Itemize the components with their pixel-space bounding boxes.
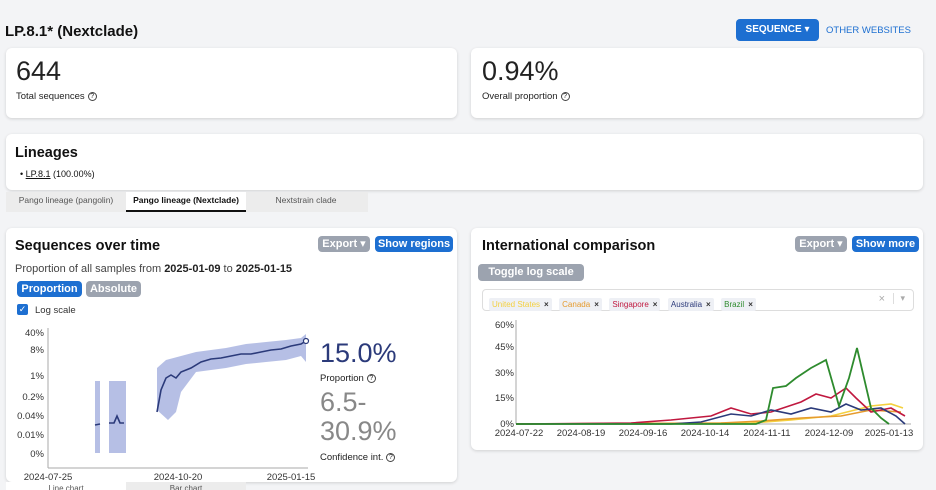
sequences-over-time-title: Sequences over time bbox=[15, 238, 161, 254]
proportion-label: Proportion? bbox=[320, 373, 376, 384]
chart-type-tabs: Line chart Bar chart bbox=[6, 482, 246, 490]
chevron-down-icon: ▾ bbox=[804, 24, 810, 35]
overall-proportion-card: 0.94% Overall proportion? bbox=[471, 48, 923, 118]
latest-point bbox=[302, 337, 310, 345]
series-line-australia bbox=[516, 403, 906, 425]
y-tick-label: 0% bbox=[30, 449, 44, 460]
proportion-line bbox=[94, 340, 307, 426]
log-scale-label: Log scale bbox=[35, 305, 76, 316]
country-chip: Brazil × bbox=[721, 298, 756, 311]
lineage-link[interactable]: LP.8.1 bbox=[25, 169, 51, 179]
x-tick-label: 2024-09-16 bbox=[619, 428, 668, 439]
help-icon[interactable]: ? bbox=[560, 92, 570, 101]
country-chip: United States × bbox=[489, 298, 552, 311]
proportion-value: 15.0% bbox=[320, 338, 397, 368]
lineages-card: Lineages • LP.8.1 (100.00%) bbox=[6, 134, 923, 190]
country-chip: Singapore × bbox=[609, 298, 661, 311]
lineage-list-item: • LP.8.1 (100.00%) bbox=[20, 169, 95, 179]
y-tick-label: 30% bbox=[495, 368, 515, 379]
show-regions-button[interactable]: Show regions bbox=[375, 236, 453, 252]
y-tick-label: 0.01% bbox=[17, 430, 44, 441]
y-tick-label: 0.2% bbox=[22, 392, 44, 403]
sequences-over-time-card: Sequences over time Export ▾ Show region… bbox=[6, 228, 457, 482]
remove-icon[interactable]: × bbox=[652, 300, 658, 309]
y-tick-label: 60% bbox=[495, 320, 515, 331]
x-tick-label: 2024-08-19 bbox=[557, 428, 606, 439]
series-line-canada bbox=[515, 409, 902, 425]
international-chart: 60% 45% 30% 15% 0% 2024-07-22 2024-08-19… bbox=[495, 320, 914, 439]
proportion-toggle[interactable]: Proportion bbox=[17, 281, 82, 297]
lineage-share: (100.00%) bbox=[53, 169, 95, 179]
lineages-title: Lineages bbox=[15, 145, 78, 161]
help-icon[interactable]: ? bbox=[87, 92, 97, 101]
y-tick-label: 0% bbox=[500, 419, 514, 430]
log-scale-checkbox[interactable]: ✓ bbox=[17, 304, 28, 315]
chevron-down-icon[interactable]: ▾ bbox=[893, 293, 905, 304]
tab-bar-chart[interactable]: Bar chart bbox=[169, 484, 203, 490]
sequence-button-label: SEQUENCE bbox=[745, 24, 802, 35]
remove-icon[interactable]: × bbox=[544, 300, 549, 309]
x-tick-label: 2025-01-13 bbox=[865, 428, 914, 439]
sequences-subtitle: Proportion of all samples from 2025-01-0… bbox=[15, 263, 293, 275]
sequences-chart: 40% 8% 1% 0.2% 0.04% 0.01% 0% 2024-07-25… bbox=[17, 328, 316, 482]
tab-pango-nextclade[interactable]: Pango lineage (Nextclade) bbox=[126, 192, 246, 212]
total-sequences-value: 644 bbox=[16, 56, 62, 86]
tab-pango-pangolin[interactable]: Pango lineage (pangolin) bbox=[18, 195, 114, 205]
y-tick-label: 0.04% bbox=[17, 411, 44, 422]
remove-icon[interactable]: × bbox=[594, 300, 599, 309]
y-tick-label: 45% bbox=[495, 342, 515, 353]
help-icon[interactable]: ? bbox=[386, 453, 396, 462]
x-tick-label: 2025-01-15 bbox=[267, 472, 316, 482]
confidence-interval-label: Confidence int.? bbox=[320, 452, 396, 463]
country-chip: Australia × bbox=[667, 298, 714, 311]
x-tick-label: 2024-07-25 bbox=[24, 472, 73, 482]
total-sequences-label: Total sequences? bbox=[16, 91, 97, 102]
lineage-system-tabs: Pango lineage (pangolin) Pango lineage (… bbox=[6, 192, 368, 212]
page-title: LP.8.1* (Nextclade) bbox=[5, 23, 139, 40]
x-tick-label: 2024-10-14 bbox=[681, 428, 730, 439]
x-tick-label: 2024-11-11 bbox=[743, 428, 790, 439]
clear-icon[interactable]: × bbox=[878, 293, 885, 305]
series-line-united-states bbox=[515, 403, 904, 425]
country-select[interactable]: United States × Canada × Singapore × Austra… bbox=[482, 289, 914, 311]
country-chip: Canada × bbox=[559, 298, 602, 311]
overall-proportion-label: Overall proportion? bbox=[482, 91, 570, 102]
confidence-interval-value: 6.5- 30.9% bbox=[320, 387, 397, 446]
x-axis-labels: 2024-07-22 2024-08-19 2024-09-16 2024-10… bbox=[495, 428, 914, 439]
show-more-button[interactable]: Show more bbox=[852, 236, 919, 252]
export-button[interactable]: Export ▾ bbox=[318, 236, 370, 252]
remove-icon[interactable]: × bbox=[706, 300, 711, 309]
series-line-singapore bbox=[515, 386, 906, 425]
other-websites-link[interactable]: OTHER WEBSITES bbox=[826, 25, 911, 36]
help-icon[interactable]: ? bbox=[366, 374, 376, 383]
international-comparison-card: International comparison Export ▾ Show m… bbox=[471, 228, 923, 450]
confidence-band bbox=[95, 334, 306, 453]
y-tick-label: 40% bbox=[25, 328, 45, 339]
x-tick-label: 2024-07-22 bbox=[495, 428, 544, 439]
overall-proportion-value: 0.94% bbox=[482, 56, 559, 86]
toggle-log-scale-button[interactable]: Toggle log scale bbox=[478, 264, 584, 281]
y-axis-labels: 40% 8% 1% 0.2% 0.04% 0.01% 0% bbox=[17, 328, 44, 460]
export-button[interactable]: Export ▾ bbox=[795, 236, 847, 252]
sequence-dropdown-button[interactable]: SEQUENCE ▾ bbox=[736, 19, 819, 41]
total-sequences-card: 644 Total sequences? bbox=[6, 48, 457, 118]
y-tick-label: 8% bbox=[30, 345, 44, 356]
remove-icon[interactable]: × bbox=[748, 300, 753, 309]
y-tick-label: 15% bbox=[495, 393, 515, 404]
international-title: International comparison bbox=[482, 238, 656, 254]
series-line-brazil bbox=[516, 347, 890, 425]
tab-nextstrain-clade[interactable]: Nextstrain clade bbox=[275, 195, 337, 205]
absolute-toggle[interactable]: Absolute bbox=[86, 281, 141, 297]
x-tick-label: 2024-12-09 bbox=[805, 428, 854, 439]
x-tick-label: 2024-10-20 bbox=[154, 472, 203, 482]
tab-line-chart[interactable]: Line chart bbox=[6, 482, 126, 490]
y-axis-labels: 60% 45% 30% 15% 0% bbox=[495, 320, 515, 430]
x-axis-labels: 2024-07-25 2024-10-20 2025-01-15 bbox=[24, 472, 316, 482]
y-tick-label: 1% bbox=[30, 371, 44, 382]
